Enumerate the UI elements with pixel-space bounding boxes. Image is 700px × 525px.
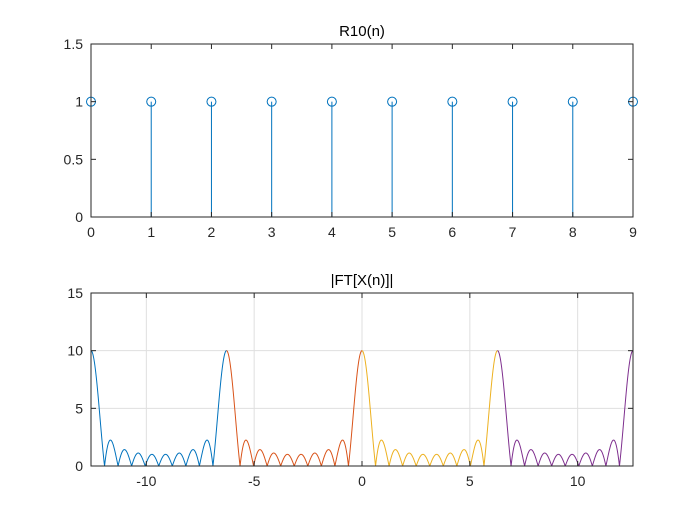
stem-plot-frame [90, 43, 634, 218]
stem-plot-y-tick-label: 1 [75, 94, 83, 110]
ft-plot-ticks: -10 -5 0 5 10 0 5 10 15 [67, 285, 633, 489]
ft-plot-title: |FT[X(n)]| [331, 272, 394, 289]
stem-plot-title: R10(n) [339, 23, 385, 40]
ft-plot-x-tick-label: -5 [248, 473, 261, 489]
stem-marker [567, 96, 578, 107]
stem-marker [206, 96, 217, 107]
stem-plot-y-tick-label: 0 [75, 209, 83, 225]
stem-plot-axes: 0 1 2 3 4 5 6 7 8 9 0 0.5 1 1.5 R10(n) [64, 23, 638, 240]
stem-plot-x-tick-label: 8 [569, 224, 577, 240]
ft-plot-axes: -10 -5 0 5 10 0 5 10 15 |FT[X(n)]| [67, 272, 634, 489]
stem-plot-x-tick-label: 6 [448, 224, 456, 240]
stem-plot-x-tick-label: 7 [509, 224, 517, 240]
stem-marker [387, 96, 398, 107]
stem-plot-ticks: 0 1 2 3 4 5 6 7 8 9 0 0.5 1 1.5 [64, 36, 638, 240]
stem-plot-x-tick-label: 1 [147, 224, 155, 240]
ft-plot-x-tick-label: 0 [358, 473, 366, 489]
stem-marker [146, 96, 157, 107]
stem-marker [507, 96, 518, 107]
ft-plot-y-tick-label: 10 [67, 343, 83, 359]
stem-plot-x-tick-label: 5 [388, 224, 396, 240]
stem-plot-x-tick-label: 4 [328, 224, 336, 240]
ft-plot-y-tick-label: 0 [75, 458, 83, 474]
ft-plot-x-tick-label: -10 [136, 473, 156, 489]
stem-marker [326, 96, 337, 107]
stem-plot-x-tick-label: 0 [87, 224, 95, 240]
ft-plot-y-tick-label: 15 [67, 285, 83, 301]
stem-plot-x-tick-label: 2 [208, 224, 216, 240]
stem-plot-x-tick-label: 3 [268, 224, 276, 240]
stem-plot-y-tick-label: 0.5 [64, 151, 84, 167]
stem-plot-x-tick-label: 9 [629, 224, 637, 240]
stem-marker [266, 96, 277, 107]
ft-plot-y-tick-label: 5 [75, 400, 83, 416]
ft-plot-x-tick-label: 10 [570, 473, 586, 489]
stem-marker [447, 96, 458, 107]
ft-plot-x-tick-label: 5 [466, 473, 474, 489]
stem-plot-y-tick-label: 1.5 [64, 36, 84, 52]
